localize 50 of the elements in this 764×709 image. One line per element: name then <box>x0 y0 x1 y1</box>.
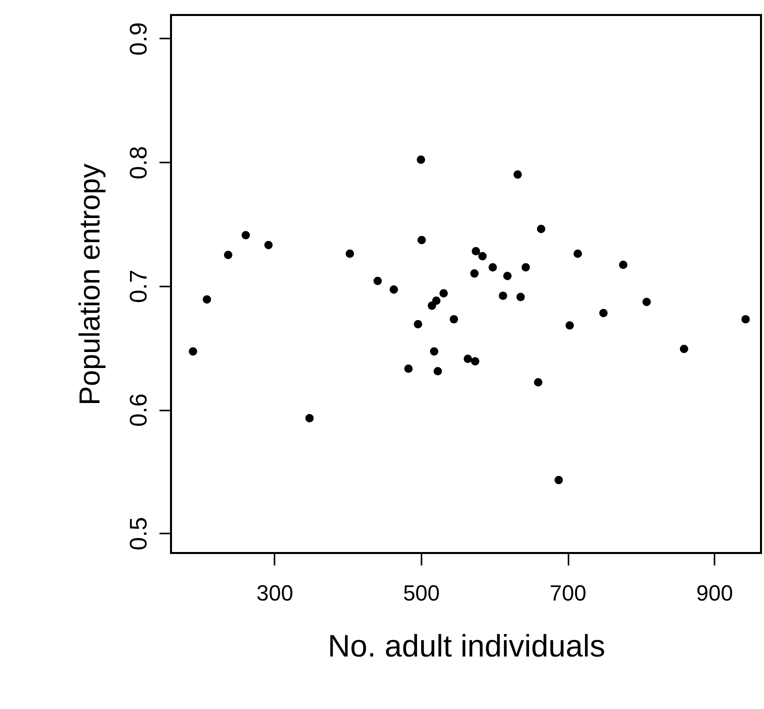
point <box>516 292 525 302</box>
y-tick-label: 0.5 <box>126 517 152 550</box>
point <box>642 298 651 306</box>
point <box>554 476 563 484</box>
point <box>346 250 354 258</box>
point <box>264 240 273 250</box>
point <box>619 260 628 270</box>
y-tick-label: 0.6 <box>126 393 152 427</box>
point <box>450 315 458 324</box>
y-tick-label: 0.9 <box>126 22 152 56</box>
point <box>522 263 530 272</box>
point <box>534 378 542 386</box>
point <box>417 236 426 244</box>
point <box>404 364 413 373</box>
point <box>680 344 688 354</box>
y-tick-label: 0.8 <box>126 146 152 180</box>
point <box>202 295 212 304</box>
x-axis-title: No. adult individuals <box>328 628 606 664</box>
x-tick-label: 700 <box>550 580 586 606</box>
x-tick-label: 900 <box>696 580 733 606</box>
point <box>488 263 497 272</box>
point <box>599 308 608 318</box>
point <box>414 320 422 328</box>
point <box>498 292 508 300</box>
point <box>470 357 480 366</box>
point <box>574 250 582 258</box>
point <box>503 272 512 280</box>
point <box>390 285 398 294</box>
point <box>566 321 574 330</box>
point <box>374 276 382 286</box>
point <box>478 252 487 260</box>
point <box>472 247 480 256</box>
y-axis-title: Population entropy <box>74 163 106 406</box>
point <box>434 367 442 376</box>
point <box>428 301 436 310</box>
point <box>536 224 546 234</box>
point <box>188 347 198 356</box>
x-tick-label: 500 <box>403 580 440 606</box>
point <box>242 230 250 240</box>
point <box>741 315 750 324</box>
point <box>305 414 314 422</box>
point <box>439 289 448 298</box>
point <box>513 170 522 179</box>
x-tick-label: 300 <box>256 580 294 606</box>
point <box>464 354 472 363</box>
point <box>224 250 232 260</box>
y-tick-label: 0.7 <box>126 270 152 304</box>
point <box>430 347 438 356</box>
point <box>470 269 479 278</box>
point <box>416 156 426 164</box>
